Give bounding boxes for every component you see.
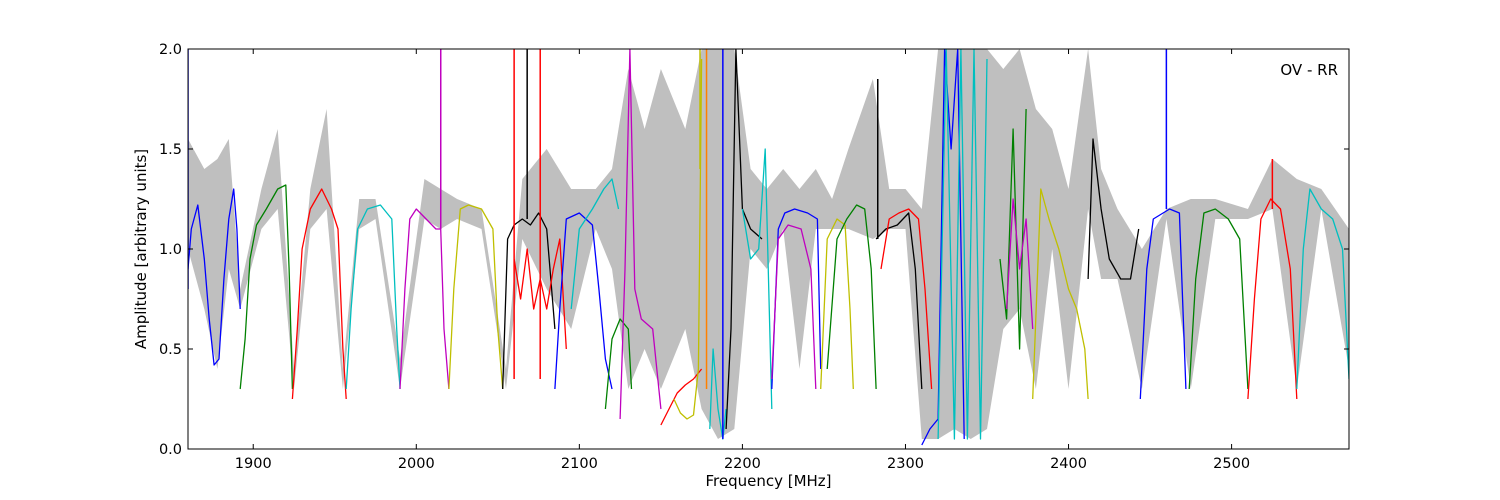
- series-line-3: [291, 188, 347, 400]
- series-line-4: [345, 204, 401, 390]
- axes: 1900 2000 2100 2200 2300 2400 2500 0.0 0.5 1.0 1.5…: [159, 42, 1349, 472]
- series-line-13: [660, 368, 703, 426]
- series-line-32: [1247, 198, 1298, 400]
- series-line-19: [771, 224, 817, 390]
- series-line-12: [619, 49, 662, 420]
- y-tick-label: 1.0: [159, 242, 182, 258]
- y-tick-label: 1.5: [159, 142, 182, 158]
- x-tick-label: 2300: [887, 456, 924, 472]
- x-tick-label: 2100: [561, 456, 598, 472]
- x-tick-label: 2200: [724, 456, 761, 472]
- series-line-7: [502, 212, 556, 390]
- x-tick-label: 1900: [235, 456, 272, 472]
- series-line-22: [875, 212, 923, 390]
- series-line-15: [709, 348, 727, 440]
- y-tick-label: 0.5: [159, 342, 182, 358]
- series-line-10: [570, 178, 620, 310]
- x-tick-label: 2400: [1050, 456, 1087, 472]
- series-line-23: [880, 208, 933, 390]
- series-line-16: [725, 49, 763, 430]
- series-line-31: [1188, 208, 1249, 390]
- y-tick-label: 0.0: [159, 442, 182, 458]
- series-line-25: [937, 49, 988, 440]
- series-line-17: [741, 148, 773, 410]
- series-line-6: [448, 204, 504, 390]
- y-tick-label: 2.0: [159, 42, 182, 58]
- series-line-30: [1139, 208, 1187, 400]
- x-axis-label: Frequency [MHz]: [705, 472, 831, 490]
- annotation-label: OV - RR: [1280, 61, 1338, 79]
- series-line-2: [239, 184, 294, 390]
- x-tick-label: 2500: [1213, 456, 1250, 472]
- x-tick-label: 2000: [398, 456, 435, 472]
- series-line-14: [673, 58, 703, 420]
- series-line-20: [820, 218, 854, 390]
- series-line-1: [188, 188, 241, 366]
- series-line-18: [771, 208, 822, 390]
- series-line-11: [604, 318, 633, 410]
- series-line-5: [399, 208, 450, 390]
- background-envelope: [188, 49, 1349, 439]
- plot-area: [188, 49, 1349, 446]
- series-line-33: [1296, 188, 1349, 390]
- series-line-21: [826, 204, 877, 390]
- series-line-29: [1087, 138, 1140, 280]
- series-line-26: [999, 108, 1027, 350]
- series-line-24: [921, 49, 965, 446]
- series-line-28: [1032, 188, 1089, 400]
- y-axis-label: Amplitude [arbitrary units]: [132, 149, 150, 349]
- series-line-27: [1005, 198, 1034, 330]
